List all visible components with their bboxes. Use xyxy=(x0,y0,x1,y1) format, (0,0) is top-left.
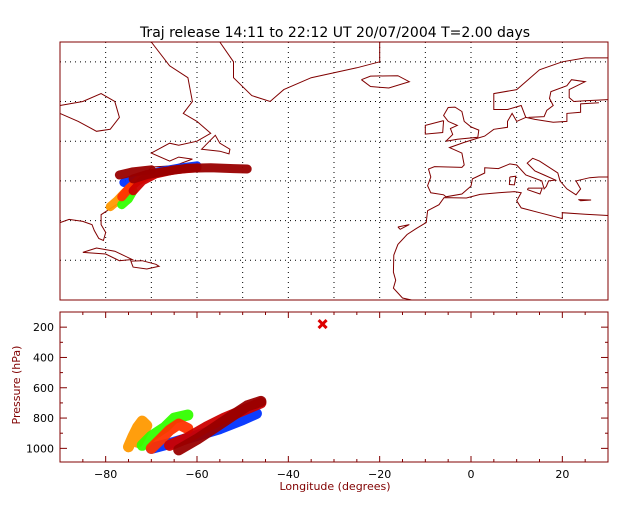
coastline xyxy=(361,75,411,89)
x-tick-label: −20 xyxy=(368,468,391,481)
coastline xyxy=(528,79,609,118)
coastline xyxy=(82,247,135,262)
chart-title: Traj release 14:11 to 22:12 UT 20/07/200… xyxy=(139,25,530,41)
coastline xyxy=(200,134,231,155)
coastline xyxy=(526,187,543,195)
pressure-ticks: −80 −60 −40 −20 0 20 200 400 600 800 1000 xyxy=(26,312,609,481)
coastline xyxy=(219,41,381,103)
x-tick-label: −60 xyxy=(185,468,208,481)
coastline xyxy=(130,260,161,270)
coastline xyxy=(392,191,609,301)
pressure-trajectory-line xyxy=(145,418,194,454)
coastline xyxy=(442,106,480,142)
coastline xyxy=(59,93,120,132)
release-point-marker xyxy=(317,319,328,330)
pressure-trajectories xyxy=(123,395,267,456)
map-frame xyxy=(59,41,609,301)
pressure-panel: −80 −60 −40 −20 0 20 200 400 600 800 1000 Longitud… xyxy=(10,311,609,493)
coastline xyxy=(424,120,445,135)
y-tick-label: 400 xyxy=(33,351,54,364)
x-tick-label: 20 xyxy=(555,468,569,481)
y-axis-label: Pressure (hPa) xyxy=(10,346,23,425)
coastline xyxy=(397,224,410,230)
coastline xyxy=(427,57,608,198)
x-tick-label: −40 xyxy=(277,468,300,481)
y-tick-label: 800 xyxy=(33,412,54,425)
map-trajectories xyxy=(105,161,252,212)
coastline xyxy=(508,175,517,186)
y-tick-label: 200 xyxy=(33,321,54,334)
y-tick-label: 1000 xyxy=(26,442,54,455)
pressure-trajectory-line xyxy=(123,415,153,453)
x-tick-label: 0 xyxy=(468,468,475,481)
map-trajectory-line xyxy=(114,165,156,180)
map-grid xyxy=(60,42,608,300)
coastline xyxy=(578,199,592,202)
y-tick-label: 600 xyxy=(33,382,54,395)
marker-stroke xyxy=(317,319,328,330)
pressure-frame xyxy=(59,311,609,463)
pressure-markers xyxy=(317,319,328,330)
map-panel xyxy=(59,41,609,301)
pressure-trajectory-line xyxy=(173,395,267,456)
x-axis-label: Longitude (degrees) xyxy=(279,480,390,493)
coastline xyxy=(525,102,599,123)
x-tick-label: −80 xyxy=(94,468,117,481)
